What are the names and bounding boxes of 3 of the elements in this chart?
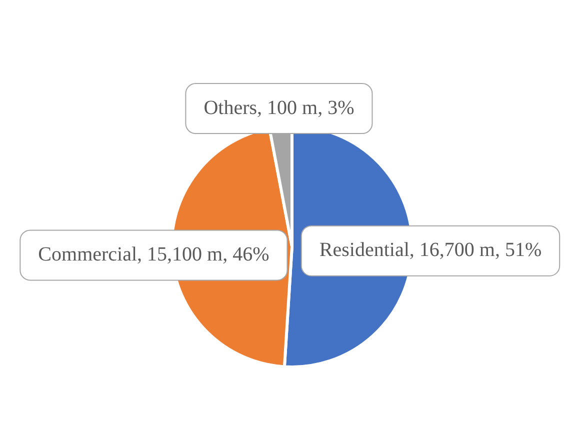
slice-label: Commercial, 15,100 m, 46%: [38, 243, 270, 266]
slice-label: Others, 100 m, 3%: [204, 96, 354, 119]
slice-label: Residential, 16,700 m, 51%: [319, 239, 542, 262]
